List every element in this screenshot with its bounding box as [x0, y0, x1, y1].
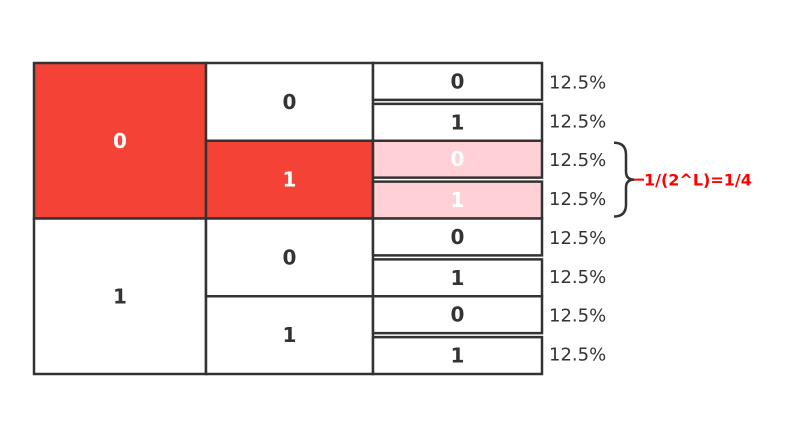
- level3-cell-5: [371, 258, 544, 298]
- level3-cell-1-label: 1: [451, 110, 465, 134]
- level1-cell-1-label: 1: [113, 284, 127, 308]
- level2-cell-0-label: 0: [283, 90, 297, 114]
- level3-cell-1: [371, 102, 544, 142]
- level3-cell-3: [371, 180, 544, 220]
- level3-cell-0-label: 0: [451, 69, 465, 93]
- level3-cell-5-label: 1: [451, 266, 465, 290]
- level3-cell-7: [371, 335, 544, 376]
- level3-cell-6-label: 0: [451, 303, 465, 327]
- level3-cell-2-label: 0: [451, 147, 465, 171]
- level3-cell-7-label: 1: [451, 344, 465, 368]
- level1-cell-1: [32, 217, 208, 376]
- percentage-label-1: 12.5%: [549, 111, 606, 132]
- level3-cell-2: [371, 139, 544, 179]
- percentage-label-6: 12.5%: [549, 306, 606, 327]
- level1-cell-0-label: 0: [113, 129, 127, 153]
- level3-cell-4: [371, 217, 544, 257]
- annotation-text: 1/(2^L)=1/4: [644, 171, 752, 190]
- level3-cell-4-label: 0: [451, 225, 465, 249]
- level2-cell-3-label: 1: [283, 323, 297, 347]
- level3-cell-6: [371, 295, 544, 335]
- level1-cell-0: [32, 61, 208, 220]
- percentage-label-7: 12.5%: [549, 345, 606, 366]
- level2-cell-2-label: 0: [283, 245, 297, 269]
- level2-cell-3: [204, 295, 375, 376]
- percentage-label-3: 12.5%: [549, 189, 606, 210]
- level3-cell-0: [371, 61, 544, 102]
- level2-cell-1: [204, 139, 375, 220]
- percentage-label-5: 12.5%: [549, 267, 606, 288]
- level2-cell-1-label: 1: [283, 168, 297, 192]
- percentage-label-2: 12.5%: [549, 150, 606, 171]
- percentage-label-4: 12.5%: [549, 228, 606, 249]
- level3-cell-3-label: 1: [451, 188, 465, 212]
- curly-brace: [613, 141, 635, 218]
- percentage-label-0: 12.5%: [549, 72, 606, 93]
